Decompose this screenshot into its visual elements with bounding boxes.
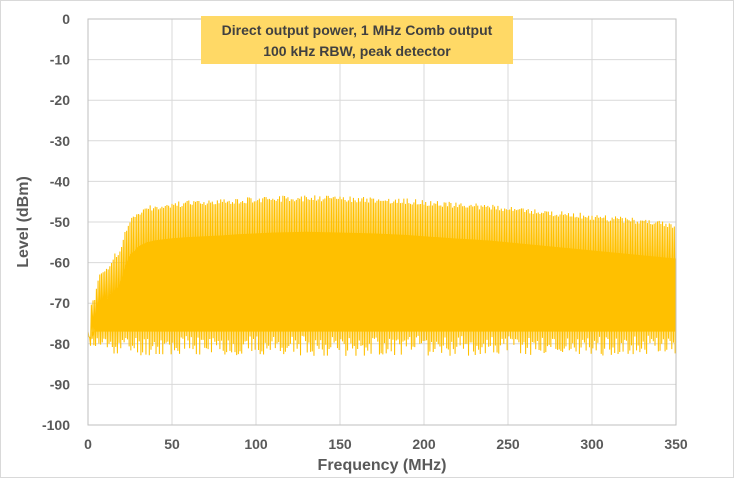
title-line-2: 100 kHz RBW, peak detector [263,43,451,59]
x-tick-label: 0 [84,436,92,452]
y-tick-label: -20 [50,92,70,108]
y-tick-label: -40 [50,173,70,189]
comb-trace [87,195,677,356]
title-box [201,16,513,64]
x-tick-label: 150 [328,436,352,452]
y-tick-label: 0 [62,11,70,27]
y-tick-label: -90 [50,376,70,392]
y-tick-label: -100 [42,417,70,433]
title-line-1: Direct output power, 1 MHz Comb output [222,22,493,38]
x-tick-label: 300 [580,436,604,452]
y-tick-label: -80 [50,336,70,352]
x-axis-title: Frequency (MHz) [318,457,447,474]
y-tick-label: -30 [50,133,70,149]
y-axis-title: Level (dBm) [15,176,32,268]
x-tick-label: 100 [244,436,268,452]
y-tick-label: -70 [50,295,70,311]
y-tick-label: -10 [50,52,70,68]
x-tick-label: 350 [664,436,688,452]
series-layer [87,195,677,356]
y-tick-label: -50 [50,214,70,230]
x-tick-label: 50 [164,436,180,452]
y-tick-label: -60 [50,255,70,271]
x-tick-label: 200 [412,436,436,452]
axis-layer: 0 -10 -20 -30 -40 -50 -60 -70 -80 -90 -100 0 50 100 15… [42,11,688,452]
x-tick-label: 250 [496,436,520,452]
chart-title: Direct output power, 1 MHz Comb output 1… [201,16,513,64]
